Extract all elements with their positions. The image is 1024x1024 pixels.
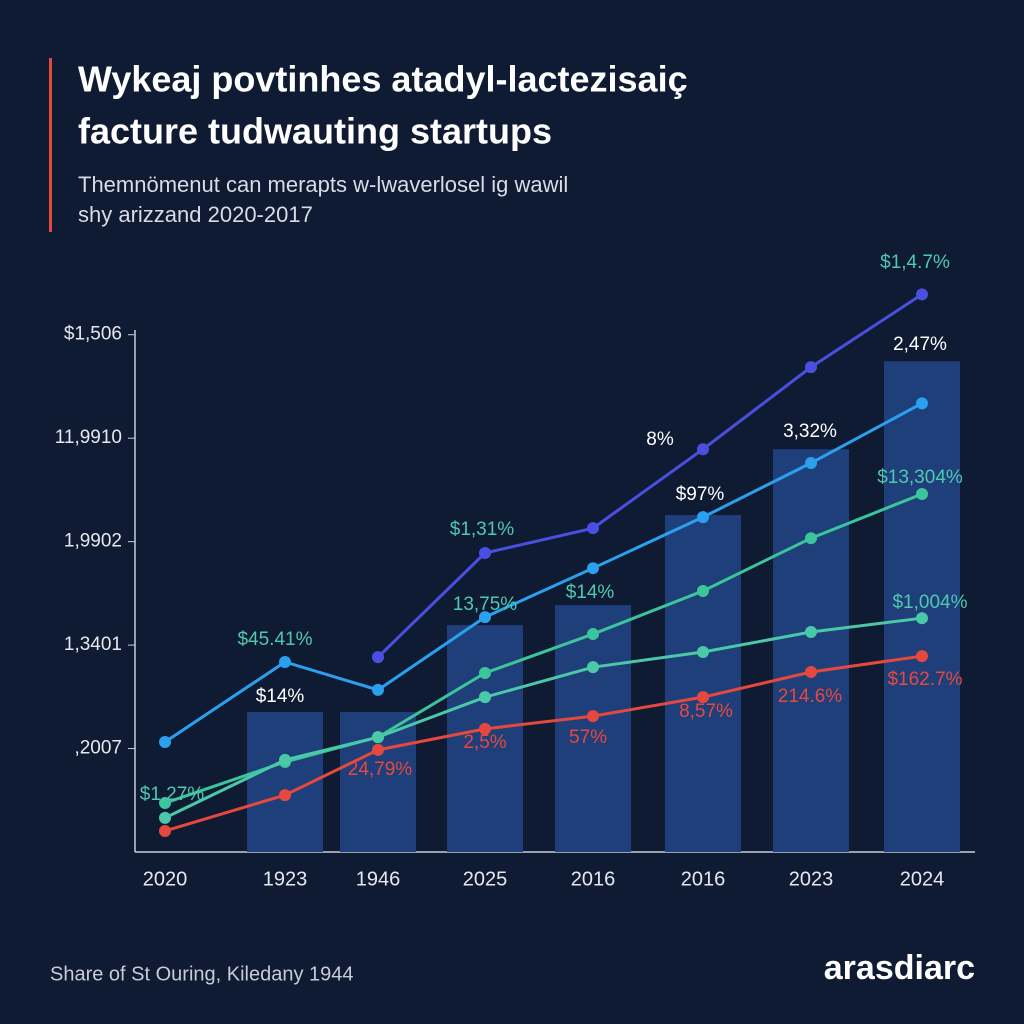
point [916,650,928,663]
x-tick-label: 2024 [900,868,945,890]
data-label: $13,304% [877,467,963,488]
point [587,661,599,674]
point [916,288,928,301]
point [805,532,817,545]
brand: arasdiarc [824,949,975,987]
data-label: 24,79% [348,759,413,780]
chart-subtitle: shy arizzand 2020-2017 [78,202,313,227]
line [164,492,923,805]
point [159,811,171,824]
point [587,628,599,641]
point [697,691,709,704]
point [159,735,171,748]
chart-title: Wykeaj povtinhes atadyl-lactezisaiç [78,59,688,100]
point [372,743,384,756]
point [697,584,709,597]
x-tick-label: 2023 [789,868,834,890]
point [916,397,928,410]
data-label: $162.7% [887,669,962,690]
x-tick-label: 2016 [681,868,726,890]
data-label: $14% [566,582,615,603]
line [164,402,923,744]
point [479,722,491,735]
x-tick-label: 1946 [356,868,401,890]
data-label: 8,57% [679,701,733,722]
point [159,824,171,837]
point [372,731,384,744]
data-label: $97% [676,484,725,505]
point [279,655,291,668]
point [372,651,384,664]
point [916,488,928,501]
point [697,645,709,658]
bar [773,449,849,852]
point [479,611,491,624]
point [587,562,599,575]
y-tick-label: 11,9910 [55,427,122,448]
data-label: 57% [569,727,607,748]
y-tick-label: 1,3401 [64,634,122,655]
x-tick-label: 2020 [143,868,188,890]
line [164,616,923,820]
point [697,443,709,456]
point [805,457,817,470]
data-label: 13,75% [453,594,518,615]
point [279,789,291,802]
point [697,511,709,524]
data-label: 3,32% [783,421,837,442]
point [587,710,599,723]
data-label: $14% [256,686,305,707]
x-tick-label: 2025 [463,868,508,890]
point [479,547,491,560]
point [805,625,817,638]
data-label: $1,4.7% [880,252,950,273]
x-tick-label: 2016 [571,868,616,890]
data-label: $45.41% [237,629,312,650]
y-tick-label: $1,506 [64,324,122,345]
data-label: $1,31% [450,519,515,540]
point [916,612,928,625]
source: Share of St Ouring, Kiledany 1944 [50,963,354,985]
point [587,522,599,535]
data-label: 214.6% [778,686,843,707]
data-label: 2,47% [893,334,947,355]
data-label: 2,5% [463,732,506,753]
accent-bar [49,58,52,232]
y-tick-label: 1,9902 [64,531,122,552]
point [805,665,817,678]
data-label: $1,27% [140,784,205,805]
line [164,654,923,833]
y-tick-label: ,2007 [74,738,122,759]
bar [884,361,960,852]
point [159,797,171,810]
bar [665,515,741,852]
point [279,753,291,766]
bar [555,605,631,852]
x-tick-label: 1923 [263,868,308,890]
point [805,361,817,374]
data-label: 8% [646,429,674,450]
point [479,691,491,704]
data-label: $1,004% [892,592,967,613]
point [479,667,491,680]
line [376,293,923,659]
point [372,683,384,696]
chart-subtitle: Themnömenut can merapts w-lwaverlosel ig… [78,172,568,197]
chart-title: facture tudwauting startups [78,111,552,152]
